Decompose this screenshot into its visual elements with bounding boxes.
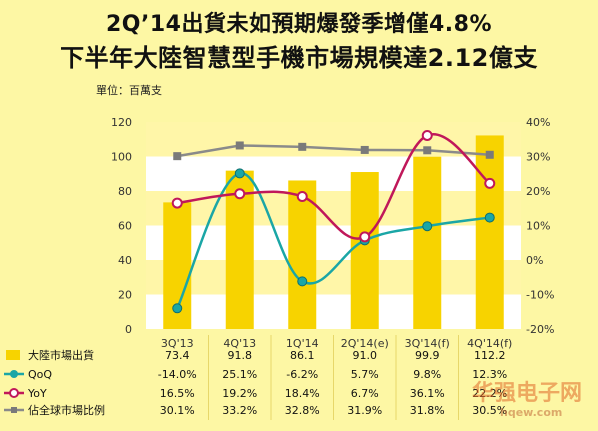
left-axis-tick: 20 [118, 289, 132, 302]
data-label: 91.0 [353, 349, 378, 362]
x-axis-tick: 3Q'14(f) [405, 337, 450, 350]
x-axis-tick: 3Q'13 [161, 337, 194, 350]
x-axis-tick: 2Q'14(e) [341, 337, 389, 350]
data-label: 5.7% [351, 368, 379, 381]
data-label: 12.3% [472, 368, 507, 381]
data-label: 33.2% [222, 404, 257, 417]
bar [350, 172, 379, 329]
data-label: 86.1 [290, 349, 315, 362]
data-label: 99.9 [415, 349, 440, 362]
legend-label: QoQ [28, 368, 52, 381]
qoq-marker [172, 303, 183, 314]
share-marker [485, 150, 494, 159]
right-axis-tick: 20% [526, 185, 550, 198]
share-marker [360, 145, 369, 154]
right-axis-tick: 0% [526, 254, 543, 267]
data-label: 91.8 [228, 349, 253, 362]
bar [288, 180, 317, 329]
right-axis-tick: -20% [526, 323, 554, 336]
unit-label: 單位：百萬支 [96, 84, 162, 97]
right-axis-tick: 10% [526, 220, 550, 233]
axis-ticks: 0 20 40 60 80 100 120 -20% -10% 0% 10% 20% 30% 40% 3Q'… [111, 116, 554, 350]
data-label: 25.1% [222, 368, 257, 381]
qoq-marker [422, 221, 433, 232]
legend-label: YoY [27, 387, 47, 400]
bar [475, 135, 504, 329]
data-label: 19.2% [222, 387, 257, 400]
right-axis-tick: -10% [526, 289, 554, 302]
data-label: 16.5% [160, 387, 195, 400]
data-label: 36.1% [410, 387, 445, 400]
bar-series [163, 135, 504, 329]
legend-label: 佔全球市場比例 [28, 403, 105, 417]
bar [413, 156, 442, 329]
qoq-marker [297, 276, 308, 287]
left-axis-tick: 40 [118, 254, 132, 267]
legend-swatch-bar [6, 350, 20, 360]
data-label: 31.9% [347, 404, 382, 417]
share-marker [423, 146, 432, 155]
share-marker [173, 152, 182, 161]
data-label: 18.4% [285, 387, 320, 400]
data-label: 112.2 [474, 349, 506, 362]
legend-label: 大陸市場出貨 [28, 348, 94, 362]
legend-swatch-marker [9, 388, 19, 398]
x-axis-tick: 4Q'13 [223, 337, 256, 350]
x-axis-tick: 1Q'14 [286, 337, 319, 350]
left-axis-tick: 120 [111, 116, 132, 129]
watermark-text: 华强电子网 [472, 380, 582, 406]
left-axis-tick: 100 [111, 151, 132, 164]
yoy-marker [359, 231, 371, 243]
right-axis-tick: 30% [526, 151, 550, 164]
left-axis-tick: 80 [118, 185, 132, 198]
data-table: 大陸市場出貨 73.4 91.8 86.1 91.0 99.9 112.2 QoQ -14.0%… [4, 335, 507, 420]
line-series [171, 129, 496, 314]
qoq-marker [234, 168, 245, 179]
chart-title-line2: 下半年大陸智慧型手機市場規模達2.12億支 [60, 44, 538, 72]
left-axis-tick: 60 [118, 220, 132, 233]
data-label: 22.2% [472, 387, 507, 400]
yoy-marker [171, 197, 183, 209]
data-label: -6.2% [286, 368, 318, 381]
yoy-marker [484, 177, 496, 189]
share-marker [298, 142, 307, 151]
data-label: 30.5% [472, 404, 507, 417]
left-axis-tick: 0 [125, 323, 132, 336]
watermark-subtext: hqew.com [500, 406, 562, 419]
data-label: 32.8% [285, 404, 320, 417]
chart-title-line1: 2Q’14出貨未如預期爆發季增僅4.8% [106, 12, 492, 37]
share-line [177, 144, 490, 158]
x-axis-tick: 4Q'14(f) [467, 337, 512, 350]
data-label: 73.4 [165, 349, 190, 362]
grid-band [146, 260, 521, 295]
data-label: 31.8% [410, 404, 445, 417]
data-label: -14.0% [158, 368, 197, 381]
legend-swatch-marker [11, 407, 17, 413]
data-label: 9.8% [413, 368, 441, 381]
yoy-marker [421, 129, 433, 141]
yoy-marker [234, 188, 246, 200]
qoq-marker [484, 212, 495, 223]
yoy-marker [296, 191, 308, 203]
data-label: 6.7% [351, 387, 379, 400]
legend-swatch-marker [10, 370, 18, 378]
right-axis-tick: 40% [526, 116, 550, 129]
share-marker [235, 141, 244, 150]
data-label: 30.1% [160, 404, 195, 417]
